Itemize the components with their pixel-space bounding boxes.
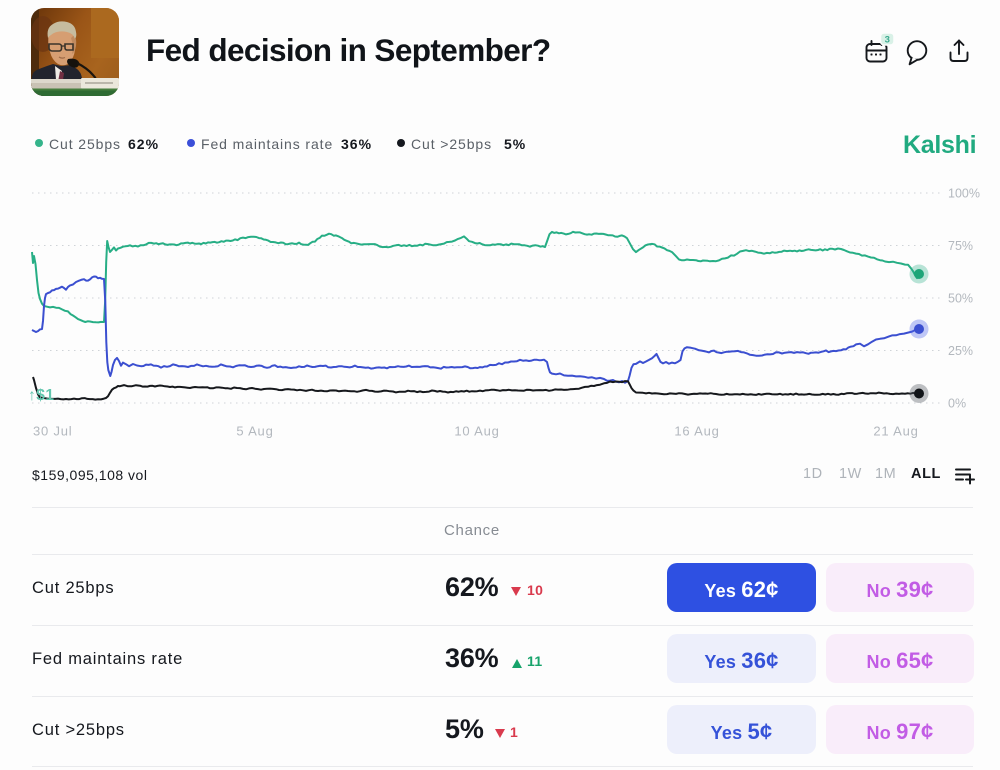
svg-text:25%: 25% [948, 344, 973, 358]
svg-text:100%: 100% [948, 187, 980, 201]
svg-text:30 Jul: 30 Jul [33, 424, 73, 439]
svg-text:50%: 50% [948, 292, 973, 306]
svg-text:3: 3 [885, 34, 890, 45]
svg-text:5 Aug: 5 Aug [236, 424, 273, 439]
svg-text:10 Aug: 10 Aug [454, 424, 499, 439]
svg-text:75%: 75% [948, 239, 973, 253]
svg-text:↑$1: ↑$1 [28, 387, 55, 404]
svg-text:16 Aug: 16 Aug [674, 424, 719, 439]
svg-text:0%: 0% [948, 397, 966, 411]
svg-text:21 Aug: 21 Aug [873, 424, 918, 439]
